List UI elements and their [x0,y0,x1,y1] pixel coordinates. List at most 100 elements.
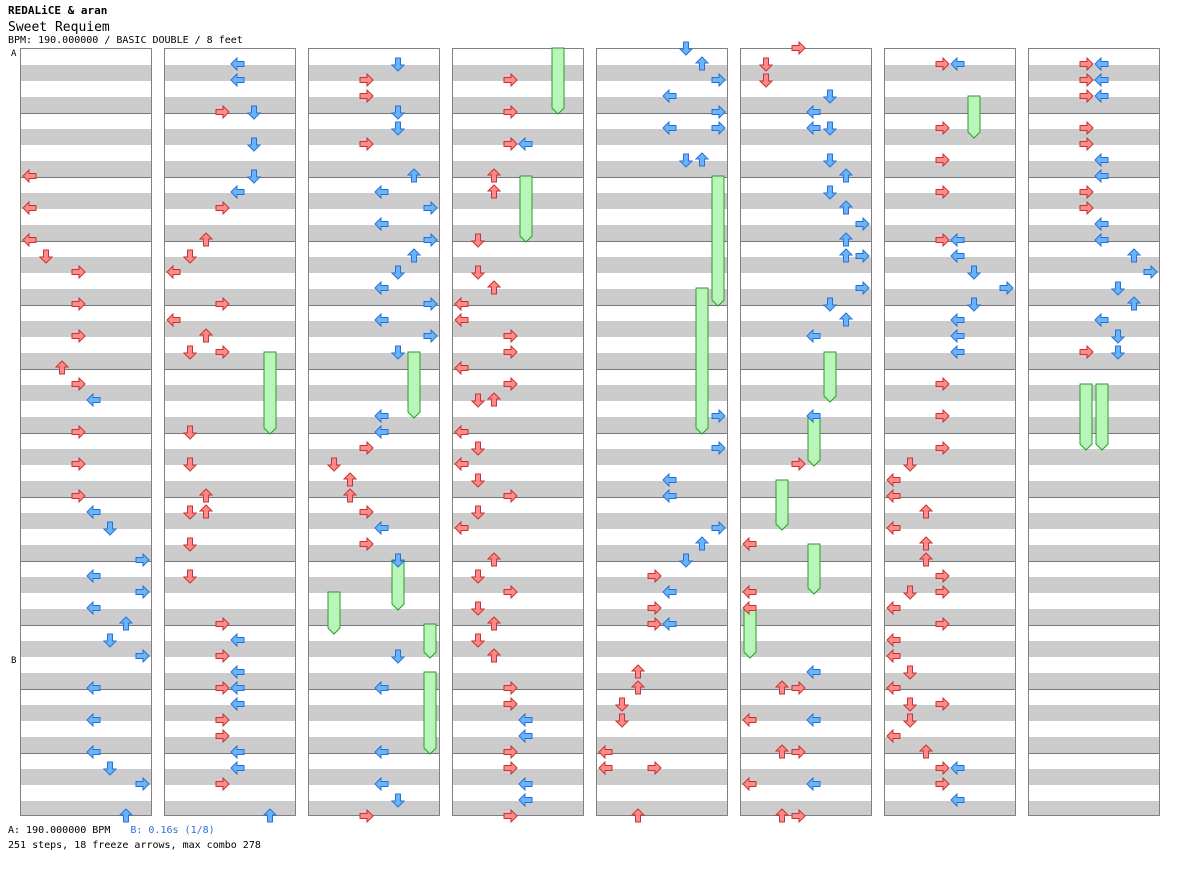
beat-stripe [21,353,151,369]
measure-line [453,433,583,434]
measure-line [309,113,439,114]
beat-stripe [1029,481,1159,497]
beat-stripe [309,193,439,209]
measure-line [309,369,439,370]
measure-line [597,497,727,498]
beat-stripe [21,513,151,529]
measure-line [453,241,583,242]
measure-line [741,625,871,626]
beat-stripe [1029,129,1159,145]
beat-stripe [165,385,295,401]
measure-line [885,369,1015,370]
measure-line [741,689,871,690]
beat-stripe [885,449,1015,465]
beat-stripe [309,641,439,657]
beat-stripe [165,449,295,465]
beat-stripe [165,417,295,433]
measure-line [453,177,583,178]
beat-stripe [885,257,1015,273]
beat-stripe [21,225,151,241]
beat-stripe [453,577,583,593]
measure-line [453,113,583,114]
measure-line [165,497,295,498]
measure-line [21,177,151,178]
beat-stripe [741,353,871,369]
beat-stripe [597,481,727,497]
beat-stripe [1029,385,1159,401]
beat-stripe [21,737,151,753]
beat-stripe [885,609,1015,625]
measure-line [741,177,871,178]
beat-stripe [21,577,151,593]
measure-line [1029,305,1159,306]
beat-stripe [165,161,295,177]
beat-stripe [1029,289,1159,305]
beat-stripe [165,97,295,113]
song-artist: REDALiCE & aran [8,4,108,17]
beat-stripe [885,545,1015,561]
beat-stripe [21,545,151,561]
measure-line [597,369,727,370]
beat-stripe [741,513,871,529]
measure-line [165,753,295,754]
measure-line [309,305,439,306]
beat-stripe [597,673,727,689]
beat-stripe [453,161,583,177]
beat-stripe [597,801,727,815]
beat-stripe [21,129,151,145]
beat-stripe [597,417,727,433]
beat-stripe [741,193,871,209]
measure-line [1029,689,1159,690]
measure-line [165,305,295,306]
beat-stripe [741,577,871,593]
beat-stripe [165,609,295,625]
beat-stripe [885,65,1015,81]
measure-line [885,561,1015,562]
measure-line [165,241,295,242]
measure-line [309,433,439,434]
beat-stripe [21,449,151,465]
beat-stripe [741,417,871,433]
measure-line [21,305,151,306]
beat-stripe [453,257,583,273]
measure-line [165,177,295,178]
measure-line [885,305,1015,306]
beat-stripe [309,65,439,81]
beat-stripe [885,385,1015,401]
measure-line [741,753,871,754]
beat-stripe [1029,161,1159,177]
beat-stripe [597,641,727,657]
measure-line [1029,433,1159,434]
beat-stripe [165,737,295,753]
beat-stripe [21,97,151,113]
step-column-2 [164,48,296,816]
beat-stripe [21,161,151,177]
measure-line [309,625,439,626]
measure-line [597,753,727,754]
measure-line [21,369,151,370]
measure-line [309,177,439,178]
beat-stripe [309,673,439,689]
beat-stripe [21,289,151,305]
beat-stripe [885,481,1015,497]
beat-stripe [885,769,1015,785]
beat-stripe [741,769,871,785]
beat-stripe [21,801,151,815]
beat-stripe [597,97,727,113]
beat-stripe [597,609,727,625]
beat-stripe [741,161,871,177]
beat-stripe [885,321,1015,337]
beat-stripe [741,545,871,561]
step-column-4 [452,48,584,816]
beat-stripe [741,289,871,305]
measure-line [165,369,295,370]
beat-stripe [165,193,295,209]
beat-stripe [741,705,871,721]
bpm-legend: A: 190.000000 BPM B: 0.16s (1/8) [8,825,215,836]
beat-stripe [453,801,583,815]
measure-line [21,433,151,434]
beat-stripe [165,513,295,529]
measure-line [741,305,871,306]
beat-stripe [453,641,583,657]
measure-line [1029,241,1159,242]
